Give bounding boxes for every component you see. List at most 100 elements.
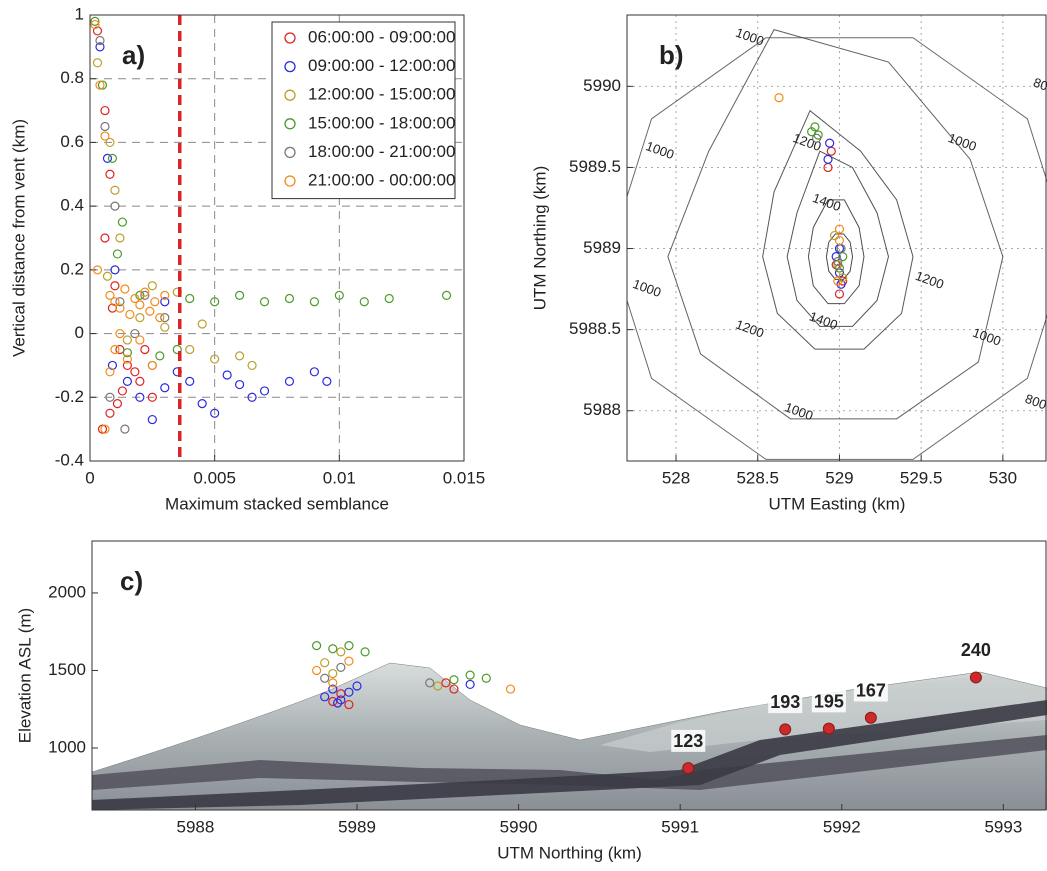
y-tick-label: 5989.5	[569, 157, 621, 176]
legend-label: 06:00:00 - 09:00:00	[308, 27, 455, 46]
point	[110, 281, 120, 291]
x-tick-label: 5991	[661, 817, 699, 836]
legend-label: 12:00:00 - 15:00:00	[308, 85, 455, 104]
point	[95, 35, 105, 46]
point	[833, 256, 843, 267]
y-axis-label: Elevation ASL (m)	[15, 608, 34, 743]
legend-label: 09:00:00 - 12:00:00	[308, 56, 455, 75]
point	[155, 351, 165, 361]
x-tick-label: 5992	[823, 817, 861, 836]
point	[92, 58, 103, 68]
point	[125, 309, 135, 320]
point	[425, 678, 435, 688]
panel: 528 528.5 529 529.5 530 5988 5988.5 5989 5989.5 5…	[530, 14, 1047, 513]
y-tick-label: 0.4	[60, 196, 84, 215]
contour-label: 1200	[734, 317, 766, 341]
point	[284, 293, 295, 304]
station-label: 240	[961, 640, 991, 660]
panel-label: a)	[122, 40, 145, 70]
x-tick-label: 5988	[177, 817, 215, 836]
point	[92, 265, 103, 275]
point	[107, 360, 118, 371]
point	[110, 201, 120, 211]
station-label: 123	[673, 731, 703, 751]
point	[117, 386, 128, 396]
point	[135, 300, 145, 310]
x-axis-label: UTM Easting (km)	[769, 494, 906, 513]
x-tick-label: 530	[989, 468, 1017, 487]
point	[344, 641, 354, 651]
point	[834, 263, 845, 273]
station	[969, 671, 982, 684]
terrain	[92, 662, 1047, 810]
contour-label: 1000	[631, 276, 663, 300]
legend-marker	[284, 146, 296, 159]
contour-label: 800	[1031, 75, 1047, 97]
point	[105, 367, 115, 377]
contour	[762, 109, 914, 350]
point	[284, 376, 295, 386]
point	[102, 153, 113, 163]
point	[110, 185, 120, 195]
point	[333, 698, 343, 708]
plot-area	[90, 15, 452, 461]
point	[328, 678, 338, 688]
point	[465, 670, 475, 680]
point	[259, 386, 270, 396]
point	[441, 290, 452, 300]
contour-label: 1400	[807, 309, 839, 333]
point	[465, 679, 475, 690]
x-axis-label: UTM Northing (km)	[497, 843, 642, 862]
point	[449, 675, 459, 685]
station-label: 167	[856, 680, 886, 700]
point	[160, 290, 170, 300]
point	[172, 344, 182, 355]
station	[864, 711, 877, 724]
point	[334, 290, 344, 300]
point	[320, 673, 330, 683]
y-tick-label: 0.2	[60, 259, 84, 278]
y-tick-label: -0.2	[55, 387, 84, 406]
legend-marker	[284, 118, 296, 130]
x-tick-label: 529.5	[900, 468, 943, 487]
legend-label: 21:00:00 - 00:00:00	[308, 170, 455, 189]
point	[130, 293, 140, 304]
x-axis-label: Maximum stacked semblance	[165, 494, 389, 513]
point	[185, 376, 195, 386]
y-tick-label: 1	[75, 4, 84, 23]
point	[115, 233, 125, 243]
point	[122, 360, 133, 371]
station	[682, 762, 695, 775]
x-tick-label: 0.005	[193, 468, 236, 487]
contour-label: 1400	[811, 190, 843, 214]
point	[328, 684, 338, 694]
x-tick-label: 0.015	[443, 468, 486, 487]
point	[833, 276, 843, 286]
contour	[807, 199, 865, 305]
panel: 5988 5989 5990 5991 5992 5993 1000 1500 2000 UTM …	[15, 540, 1047, 862]
contour-label: 1000	[644, 138, 676, 162]
point	[328, 668, 338, 679]
point	[100, 424, 110, 434]
legend-marker	[284, 60, 296, 73]
point	[481, 673, 491, 683]
station-label-bg	[958, 639, 993, 662]
point	[320, 692, 330, 702]
panel: 0 0.005 0.01 0.015 -0.4 -0.2 0 0.2 0.4 0.6 0.8 1 Max…	[9, 4, 485, 513]
point	[145, 306, 155, 316]
contour-label: 1000	[734, 25, 766, 49]
point	[336, 662, 346, 672]
contour-label: 800	[1023, 391, 1047, 413]
point	[105, 137, 115, 148]
point	[433, 681, 443, 691]
panel-label: c)	[120, 566, 143, 596]
point	[826, 146, 836, 156]
plot-area: 123 193 195 167 240	[312, 639, 993, 775]
point	[130, 328, 140, 339]
point	[210, 297, 220, 307]
point	[122, 376, 133, 386]
point	[185, 344, 195, 355]
point	[140, 344, 150, 355]
point	[825, 138, 835, 148]
x-tick-label: 528.5	[736, 468, 779, 487]
